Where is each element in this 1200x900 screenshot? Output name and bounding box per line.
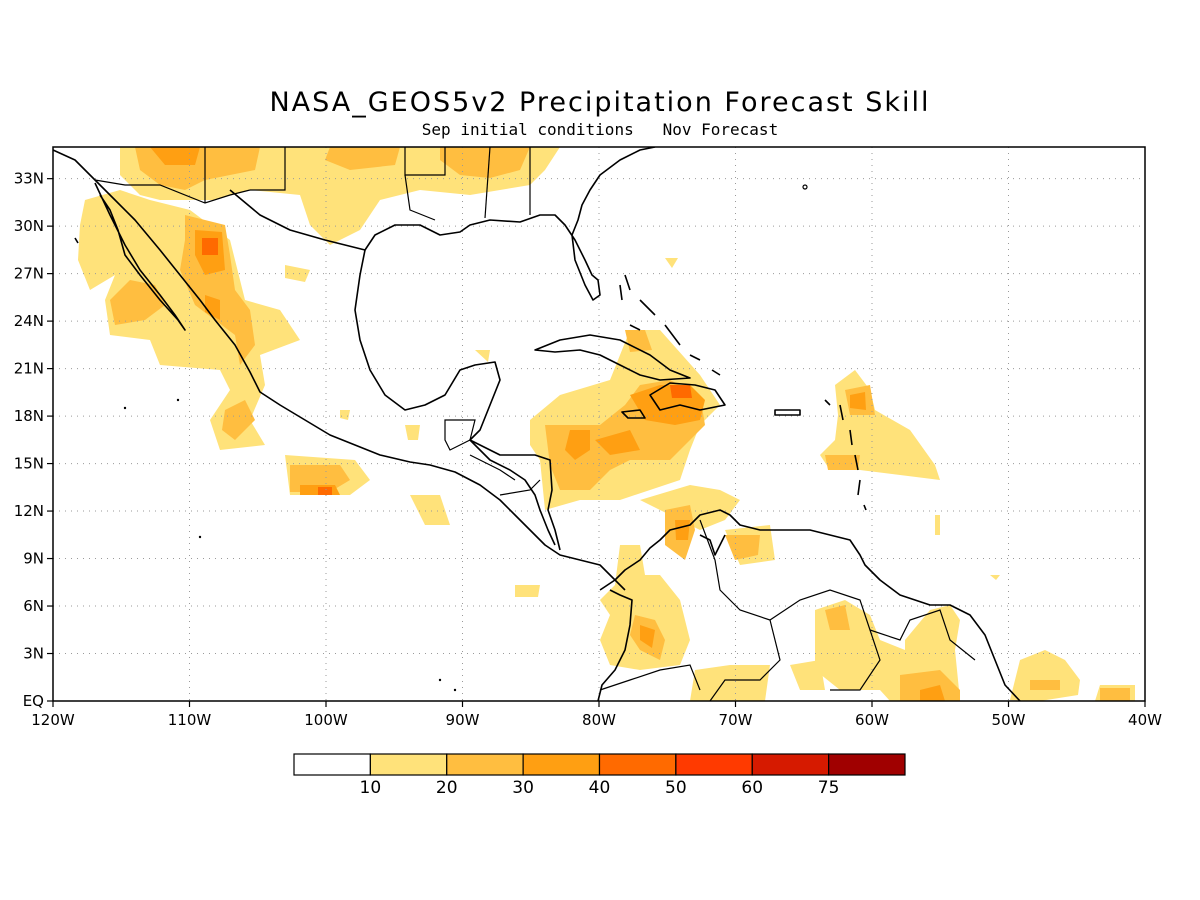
colorbar-swatch [446,753,524,776]
skill-shading-layer [78,147,1135,701]
colorbar-label: 75 [818,778,840,798]
chart-subtitle: Sep initial conditions Nov Forecast [422,120,778,139]
lat-tick-label: 30N [14,217,44,235]
lat-tick-label: 12N [14,502,44,520]
colorbar-label: 60 [741,778,763,798]
colorbar-label: 50 [665,778,687,798]
colorbar-swatch [369,753,448,776]
lat-tick-label: 27N [14,265,44,283]
colorbar-swatch [828,753,906,776]
lon-tick-label: 100W [304,711,348,729]
colorbar-swatch [751,753,830,776]
colorbar-swatch [522,753,601,776]
lat-tick-label: 9N [23,550,44,568]
map-area: 120W 110W 100W 90W 80W 70W 60W 50W 40W EQ 3N 6N 9N 12… [14,146,1162,729]
lon-tick-label: 40W [1128,711,1162,729]
lon-tick-label: 110W [168,711,212,729]
colorbar: 10 20 30 40 50 60 75 [293,753,906,798]
chart-title: NASA_GEOS5v2 Precipitation Forecast Skil… [269,87,930,118]
lon-tick-label: 120W [31,711,75,729]
lat-tick-label: 33N [14,170,44,188]
skill-level-40-50 [202,238,692,495]
colorbar-swatch [598,753,677,776]
lon-tick-label: 60W [855,711,889,729]
lon-tick-label: 70W [719,711,753,729]
colorbar-label: 10 [360,778,382,798]
lon-tick-label: 90W [446,711,480,729]
colorbar-label: 40 [589,778,611,798]
lon-tick-label: 80W [582,711,616,729]
colorbar-label: 30 [512,778,534,798]
lat-tick-label: 21N [14,360,44,378]
colorbar-label: 20 [436,778,458,798]
lat-tick-label: 18N [14,407,44,425]
lon-tick-label: 50W [992,711,1026,729]
lat-tick-label: 6N [23,597,44,615]
coastlines-and-borders [53,147,1021,701]
lat-tick-label: 3N [23,645,44,663]
map-axis-ticks: 120W 110W 100W 90W 80W 70W 60W 50W 40W EQ 3N 6N 9N 12… [14,170,1162,729]
colorbar-swatch [293,753,371,776]
lat-tick-label: 24N [14,312,44,330]
lat-tick-label: EQ [23,692,44,710]
colorbar-swatch [675,753,753,776]
map-gridlines [53,147,1145,701]
lat-tick-label: 15N [14,455,44,473]
